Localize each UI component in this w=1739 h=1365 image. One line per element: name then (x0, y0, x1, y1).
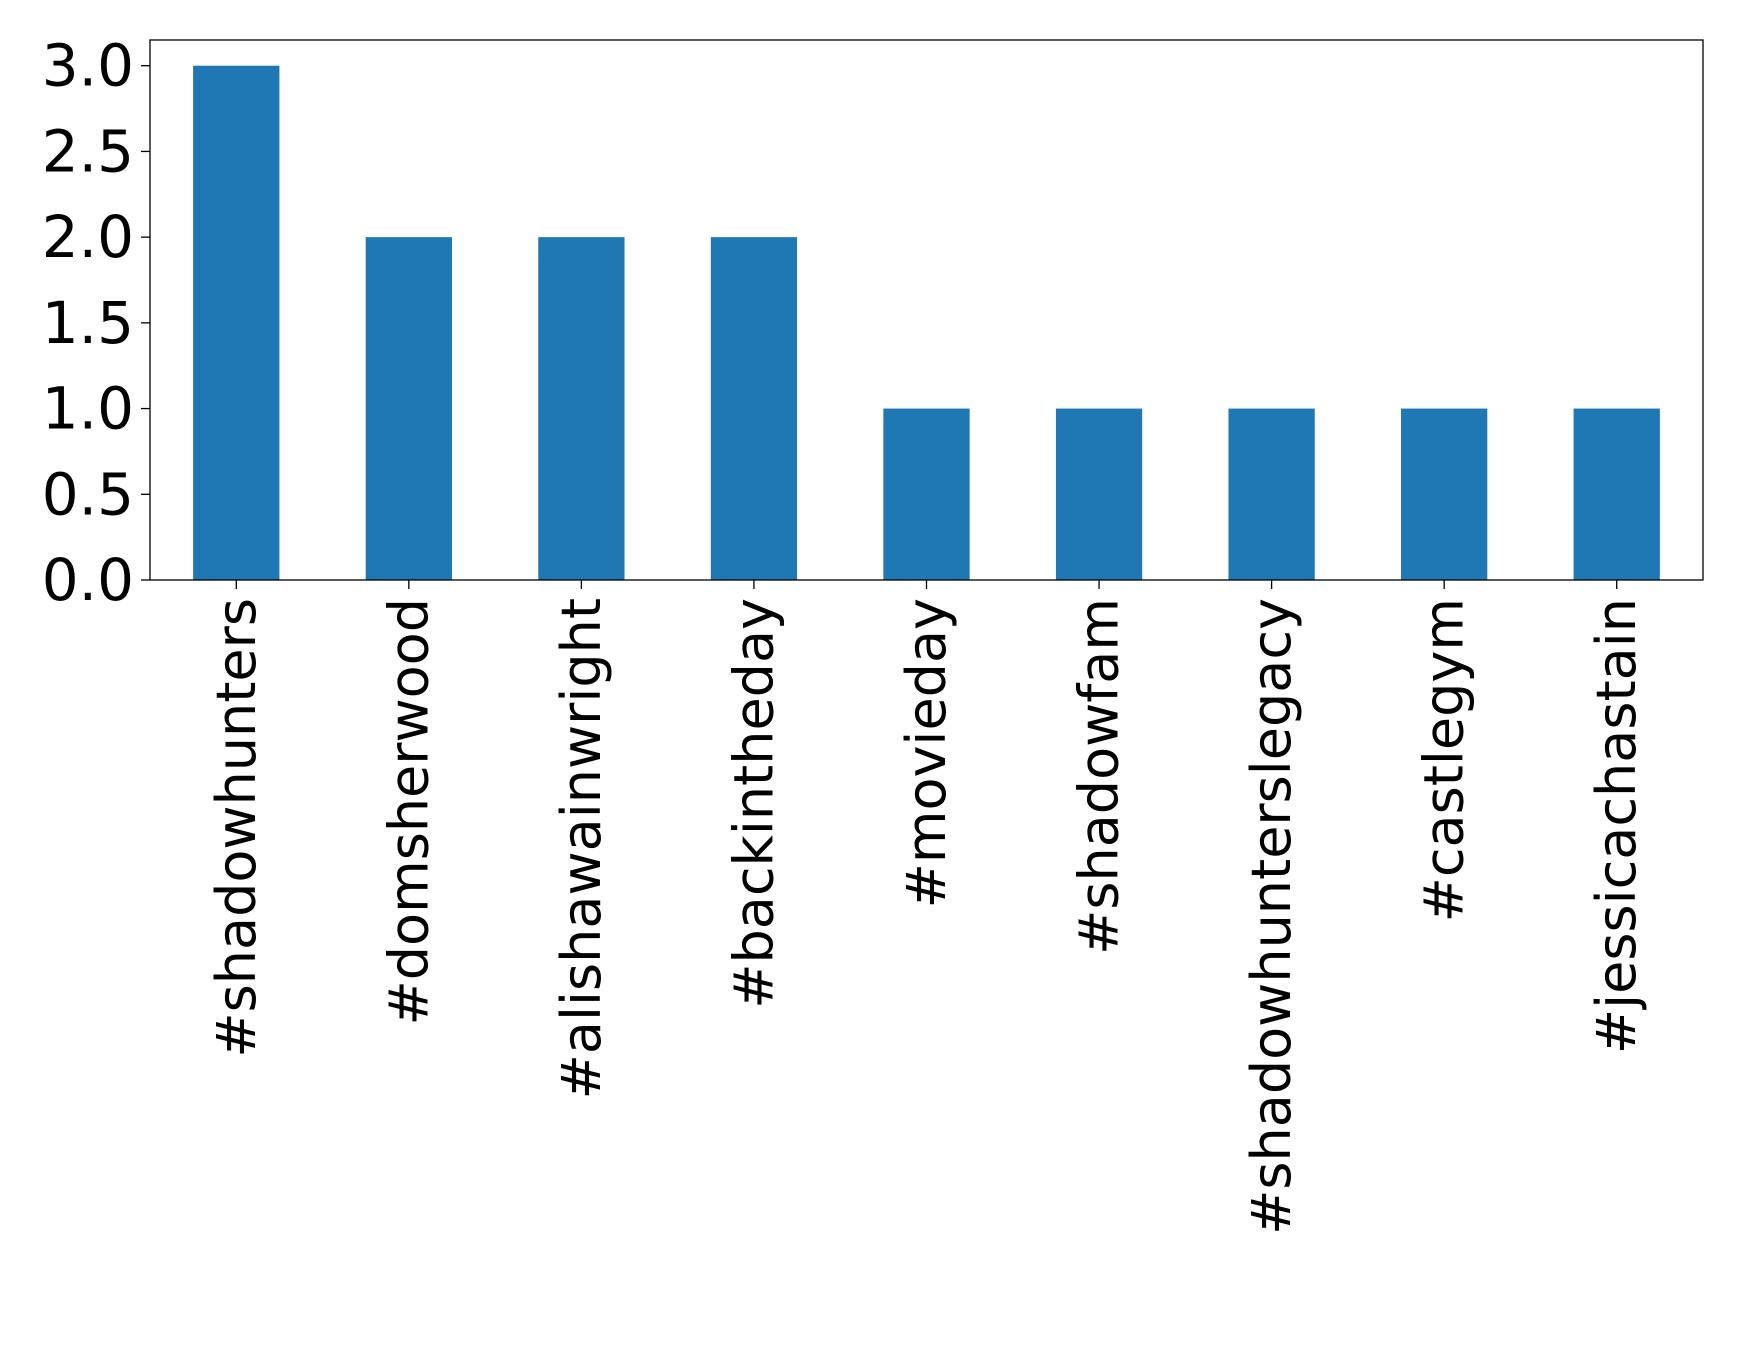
x-tick-label: #jessicachastain (1585, 598, 1648, 1054)
x-tick-label: #castlegym (1413, 598, 1476, 922)
bar (193, 65, 280, 580)
y-tick-label: 0.5 (42, 460, 134, 528)
plot-area (193, 65, 1660, 580)
x-tick-label: #shadowhunterslegacy (1240, 598, 1303, 1235)
y-tick-label: 0.0 (42, 546, 134, 614)
bar (365, 237, 452, 580)
y-axis: 0.0 0.5 1.0 1.5 2.0 2.5 3.0 (42, 32, 150, 614)
x-tick-label: #shadowfam (1068, 598, 1131, 955)
y-tick-label: 1.0 (42, 375, 134, 443)
x-tick-label: #alishawainwright (550, 598, 613, 1099)
y-tick-label: 2.5 (42, 117, 134, 185)
bar (710, 237, 798, 580)
bar (1573, 408, 1660, 580)
x-tick-label: #movieday (895, 598, 958, 908)
x-tick-label: #backintheday (722, 598, 785, 1009)
bar (1401, 408, 1488, 580)
y-tick-label: 3.0 (42, 32, 134, 100)
x-tick-label: #shadowhunters (205, 598, 268, 1058)
x-axis: #shadowhunters #domsherwood #alishawainwri… (205, 580, 1648, 1235)
y-tick-label: 1.5 (42, 289, 134, 357)
x-tick-label: #domsherwood (377, 598, 440, 1025)
axes-frame (149, 39, 1704, 581)
y-tick-label: 2.0 (42, 203, 134, 271)
bar (538, 237, 625, 580)
bar (1055, 408, 1143, 580)
bar (883, 408, 970, 580)
bar (1228, 408, 1315, 580)
